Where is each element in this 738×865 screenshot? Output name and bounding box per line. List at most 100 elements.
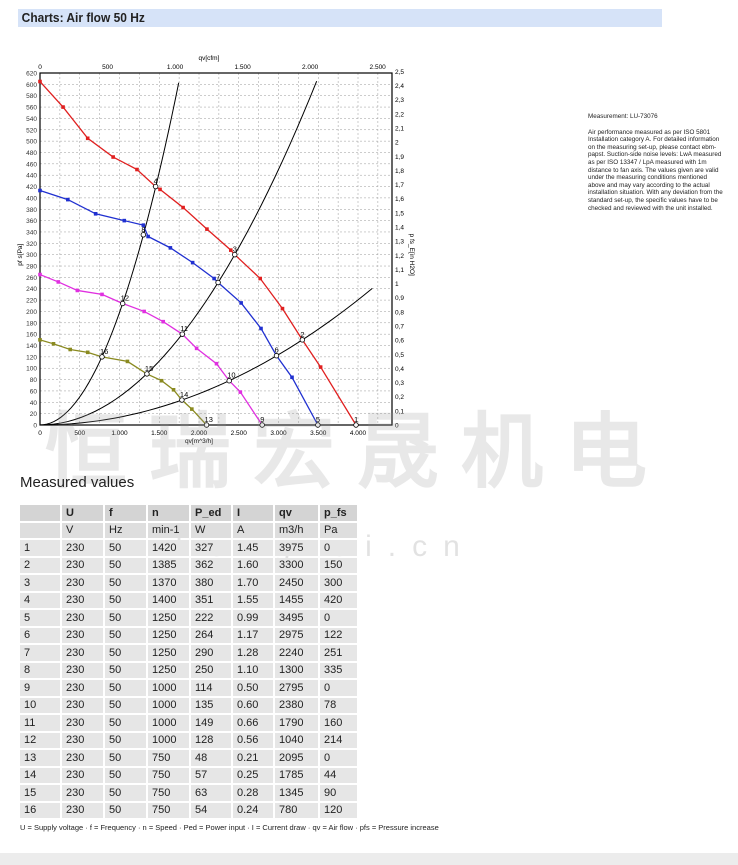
data-point <box>85 136 90 141</box>
table-legend: U = Supply voltage · f = Frequency · n =… <box>20 823 439 832</box>
table-cell: A <box>233 522 275 538</box>
table-cell: 160 <box>320 715 359 731</box>
operating-point <box>179 397 185 403</box>
table-cell: 1000 <box>148 697 191 713</box>
table-cell: 3300 <box>275 557 320 573</box>
table-row: 12 230 50 1000 128 0.56 1040 214 <box>20 732 359 748</box>
table-row: 7 230 50 1250 290 1.28 2240 251 <box>20 645 359 661</box>
data-point <box>38 338 42 342</box>
data-point <box>214 361 219 366</box>
data-point <box>142 309 146 314</box>
y2-tick-label: 2,5 <box>395 69 404 76</box>
table-cell: 230 <box>62 627 105 643</box>
table-cell: 0.28 <box>233 785 275 801</box>
table-cell: 50 <box>105 575 148 591</box>
table-cell: 0.25 <box>233 767 275 783</box>
table-cell: 1 <box>20 540 62 556</box>
operating-point-label: 6 <box>275 346 279 355</box>
table-cell: 230 <box>62 540 105 556</box>
measurement-id: Measurement: LU-73076 <box>588 113 658 120</box>
table-row: 4 230 50 1400 351 1.55 1455 420 <box>20 592 359 608</box>
table-cell: 1785 <box>275 767 320 783</box>
operating-point-label: 15 <box>145 364 153 373</box>
data-point <box>68 347 73 352</box>
y2-tick-label: 1,8 <box>395 168 404 175</box>
table-cell: 290 <box>191 645 233 661</box>
table-cell: 7 <box>20 645 62 661</box>
y-tick-label: 300 <box>26 252 37 259</box>
y2-tick-label: 2,4 <box>395 83 404 90</box>
table-cell: 362 <box>191 557 233 573</box>
table-cell: 3 <box>20 575 62 591</box>
x-tick-label: 4.000 <box>350 430 367 437</box>
x-tick-label: 2.000 <box>191 430 208 437</box>
table-cell: 230 <box>62 767 105 783</box>
y-axis-label: pf s[Pa] <box>17 243 24 265</box>
data-point <box>38 272 42 277</box>
data-point <box>51 342 56 346</box>
fan-curve-1 <box>39 81 357 426</box>
operating-point <box>232 251 238 258</box>
table-cell: 230 <box>62 610 105 626</box>
y-tick-label: 340 <box>26 229 37 236</box>
table-cell: 120 <box>320 802 359 818</box>
y-tick-label: 120 <box>26 354 37 361</box>
table-cell: 78 <box>320 697 359 713</box>
y-tick-label: 380 <box>26 207 37 214</box>
y2-tick-label: 1,6 <box>395 196 404 203</box>
table-cell: V <box>62 522 105 538</box>
airflow-chart: 0204060801001201401601802002202402602803… <box>17 55 415 445</box>
table-cell: 1790 <box>275 715 320 731</box>
table-cell: 63 <box>191 785 233 801</box>
x-tick-label: 2.500 <box>231 430 248 437</box>
table-cell: 13 <box>20 750 62 766</box>
y-tick-label: 480 <box>26 150 37 157</box>
table-cell: 50 <box>105 715 148 731</box>
x2-tick-label: 1.500 <box>234 64 251 71</box>
y-tick-label: 420 <box>26 184 37 191</box>
table-row: 14 230 50 750 57 0.25 1785 44 <box>20 767 359 783</box>
table-cell: 0.21 <box>233 750 275 766</box>
table-cell: 6 <box>20 627 62 643</box>
table-cell: min-1 <box>148 522 191 538</box>
data-point <box>141 223 146 227</box>
y2-tick-label: 0,3 <box>395 380 404 387</box>
table-cell: 14 <box>20 767 62 783</box>
data-point <box>259 326 263 331</box>
table-cell: Hz <box>105 522 148 538</box>
data-point <box>159 378 164 383</box>
table-cell: 50 <box>105 592 148 608</box>
table-cell: p_fs <box>320 505 359 521</box>
table-cell: 1400 <box>148 592 191 608</box>
table-cell: 0.50 <box>233 680 275 696</box>
table-cell: 128 <box>191 732 233 748</box>
x-axis-label: qv[m^3/h] <box>185 438 213 445</box>
footer-band <box>0 853 738 865</box>
data-point <box>212 276 216 281</box>
y2-tick-label: 0,9 <box>395 295 404 302</box>
y2-tick-label: 1,2 <box>395 253 404 260</box>
table-cell: 2095 <box>275 750 320 766</box>
table-cell: 1250 <box>148 662 191 678</box>
data-point <box>190 407 194 411</box>
x-tick-label: 500 <box>74 430 85 437</box>
table-cell: 380 <box>191 575 233 591</box>
table-cell: 750 <box>148 767 191 783</box>
data-point <box>135 167 139 172</box>
operating-point-label: 8 <box>141 225 145 234</box>
y-tick-label: 100 <box>26 366 37 373</box>
table-cell: 5 <box>20 610 62 626</box>
data-point <box>239 301 243 305</box>
table-cell: 50 <box>105 767 148 783</box>
operating-point <box>140 232 147 238</box>
table-cell: 251 <box>320 645 359 661</box>
data-point <box>181 205 185 210</box>
table-cell: 351 <box>191 592 233 608</box>
table-cell: 1.55 <box>233 592 275 608</box>
table-cell: 1420 <box>148 540 191 556</box>
table-cell: 50 <box>105 802 148 818</box>
table-cell: I <box>233 505 275 521</box>
y2-tick-label: 1,5 <box>395 210 404 217</box>
table-cell: 1250 <box>148 610 191 626</box>
